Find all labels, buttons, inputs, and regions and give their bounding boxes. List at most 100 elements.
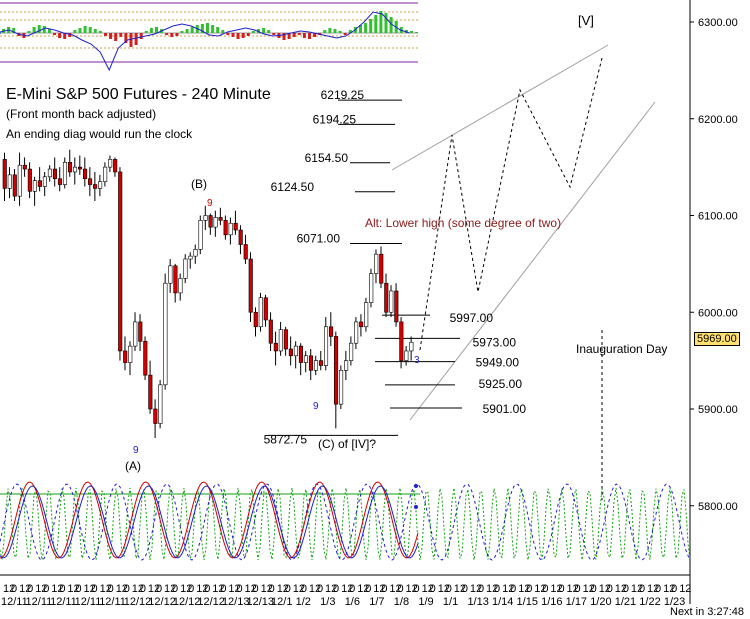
chart-title: E-Mini S&P 500 Futures - 240 Minute: [6, 86, 271, 103]
candle-body: [253, 311, 258, 328]
candle-body: [183, 258, 188, 279]
osc-histogram-bar: [114, 33, 118, 41]
level-label: 6154.50: [305, 151, 349, 165]
time-tick-label: 0: [397, 583, 403, 595]
candle-body: [243, 244, 248, 260]
time-tick-label: 12: [647, 583, 659, 595]
annotation-count_red: 9: [207, 198, 213, 209]
time-tick-label: 0: [236, 583, 242, 595]
candle-body: [334, 336, 339, 405]
time-tick-label: 0: [269, 583, 275, 595]
candle-body: [268, 319, 273, 344]
candle-body: [37, 180, 42, 187]
time-tick-label: 0: [526, 583, 532, 595]
time-tick-label: 0: [365, 583, 371, 595]
osc-histogram-bar: [338, 31, 342, 33]
level-label: 5925.00: [479, 377, 523, 391]
time-tick-label: 12: [550, 583, 562, 595]
candle-body: [57, 178, 63, 185]
time-tick-label: 12: [67, 583, 79, 595]
osc-histogram-bar: [292, 33, 296, 37]
candle-body: [108, 159, 113, 168]
time-tick-label: 12: [679, 583, 691, 595]
time-tick-label: 12: [100, 583, 112, 595]
date-tick-label: 1/3: [320, 596, 335, 608]
candle-body: [62, 161, 68, 185]
candle-body: [193, 249, 198, 257]
time-tick-label: 0: [43, 583, 49, 595]
date-tick-label: 12/13: [247, 596, 275, 608]
time-tick-label: 0: [301, 583, 307, 595]
time-tick-label: 12: [132, 583, 144, 595]
candle-body: [223, 220, 228, 236]
date-tick-label: 1/14: [492, 596, 513, 608]
time-tick-label: 0: [27, 583, 33, 595]
time-tick-label: 12: [309, 583, 321, 595]
annotation-note: Alt: Lower high (some degree of two): [365, 216, 561, 230]
candle-body: [168, 265, 173, 284]
chart-subtitle: (Front month back adjusted): [6, 107, 157, 121]
osc-histogram-bar: [272, 33, 276, 35]
candle-body: [128, 345, 133, 363]
date-tick-label: 1/1: [443, 596, 458, 608]
candle-body: [328, 326, 334, 337]
time-tick-label: 12: [293, 583, 305, 595]
candle-body: [143, 340, 148, 376]
osc-histogram-bar: [58, 33, 62, 38]
cycle-panel: [0, 481, 691, 561]
osc-histogram-bar: [170, 33, 174, 37]
candle-body: [213, 217, 218, 228]
candle-body: [17, 164, 22, 197]
time-tick-label: 12: [470, 583, 482, 595]
price-tick-label: 5900.00: [698, 404, 738, 416]
time-tick-label: 0: [478, 583, 484, 595]
annotation-count_blue: 3: [414, 355, 420, 366]
osc-histogram-bar: [226, 33, 230, 35]
time-tick-label: 0: [333, 583, 339, 595]
annotation-wave: (C) of [IV]?: [318, 437, 376, 451]
osc-histogram-bar: [297, 33, 301, 35]
time-tick-label: 12: [35, 583, 47, 595]
osc-histogram-bar: [267, 30, 271, 33]
date-tick-label: 12/13: [222, 596, 250, 608]
candle-body: [228, 222, 233, 236]
candle-body: [22, 164, 27, 170]
osc-histogram-bar: [88, 27, 92, 33]
cycle-point: [414, 505, 418, 509]
candle-body: [313, 360, 319, 371]
osc-histogram-bar: [37, 25, 41, 33]
candle-body: [288, 348, 293, 357]
price-axis: 6300.00 6200.00 6100.00 6000.00 5900.00 5800.…: [690, 17, 738, 513]
time-tick-label: 0: [510, 583, 516, 595]
candle-body: [303, 355, 309, 363]
time-tick-label: 0: [75, 583, 81, 595]
osc-histogram-bar: [165, 33, 169, 35]
time-tick-label: 12: [84, 583, 96, 595]
time-tick-label: 12: [454, 583, 466, 595]
candle-body: [384, 282, 389, 313]
osc-histogram-bar: [42, 26, 46, 33]
time-tick-label: 0: [59, 583, 65, 595]
osc-histogram-bar: [343, 33, 347, 35]
candle-body: [83, 168, 88, 180]
candle-body: [203, 215, 208, 221]
time-tick-label: 12: [389, 583, 401, 595]
candle-body: [233, 222, 238, 231]
time-tick-label: 0: [220, 583, 226, 595]
osc-histogram-bar: [98, 31, 102, 33]
date-tick-label: 1/13: [467, 596, 488, 608]
osc-histogram-bar: [369, 19, 373, 33]
candle-body: [369, 273, 374, 303]
candle-body: [42, 176, 47, 187]
level-label: 5997.00: [450, 311, 494, 325]
annotations: [V] (B) (A) (C) of [IV]? Alt: Lower high (so…: [125, 13, 667, 473]
candle-body: [78, 166, 83, 170]
date-tick-label: 1/20: [590, 596, 611, 608]
candle-body: [148, 374, 153, 410]
date-tick-label: 12/12: [148, 596, 176, 608]
osc-histogram-bar: [53, 33, 56, 35]
time-tick-label: 0: [317, 583, 323, 595]
osc-histogram-bar: [308, 33, 311, 39]
candle-body: [218, 217, 223, 221]
annotation-wave: (A): [125, 459, 141, 473]
